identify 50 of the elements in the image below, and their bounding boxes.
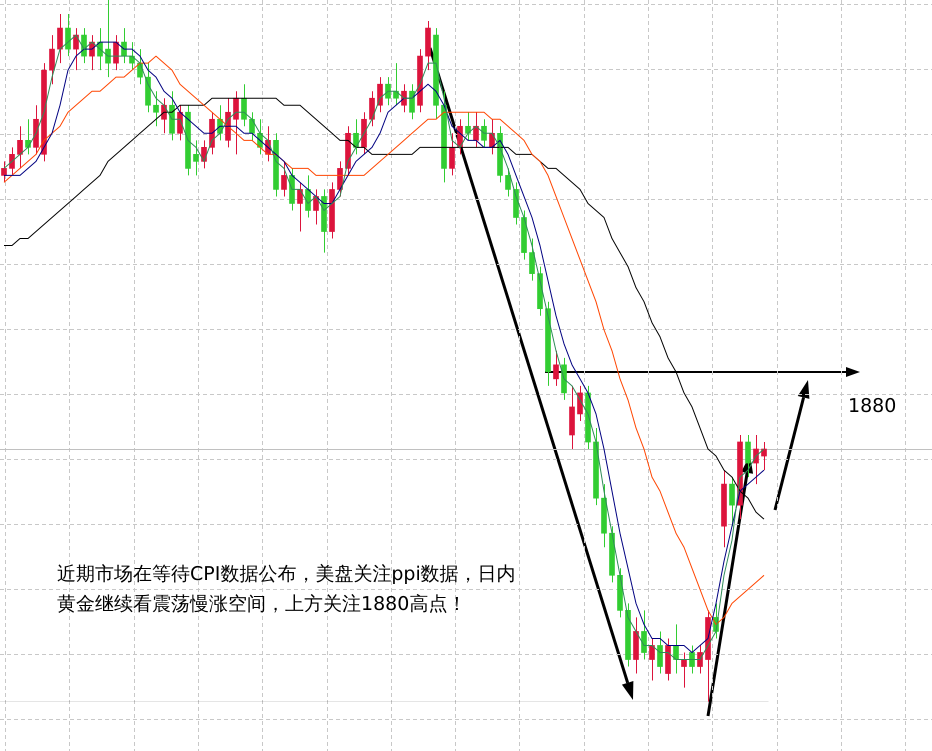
candlestick xyxy=(465,112,471,141)
candlestick xyxy=(313,188,319,226)
candlestick xyxy=(177,104,183,141)
candlestick xyxy=(241,84,247,127)
candlestick xyxy=(657,630,663,674)
annotation: 黄金继续看震荡慢涨空间，上方关注1880高点！ xyxy=(57,593,466,615)
annotation: 近期市场在等待CPI数据公布，美盘关注ppi数据，日内 xyxy=(57,563,516,585)
candlestick xyxy=(1,160,7,183)
candlestick xyxy=(377,76,383,113)
candlestick xyxy=(393,62,399,106)
candlestick xyxy=(369,90,375,127)
candlestick xyxy=(649,638,655,682)
candlestick xyxy=(9,146,15,176)
candlestick xyxy=(249,112,255,141)
candlestick xyxy=(81,28,87,64)
candlestick xyxy=(65,14,71,57)
candlestick xyxy=(401,84,407,113)
candlestick xyxy=(673,624,679,674)
candlestick xyxy=(305,174,311,218)
candlestick xyxy=(681,652,687,688)
candlestick xyxy=(49,34,55,85)
candlestick xyxy=(57,14,63,64)
candlestick xyxy=(193,140,199,176)
candlestick xyxy=(641,610,647,660)
candlestick xyxy=(153,90,159,127)
candlestick xyxy=(113,34,119,71)
candlestick xyxy=(73,28,79,71)
candlestick xyxy=(409,84,415,120)
candlestick xyxy=(473,112,479,148)
candlestick xyxy=(505,168,511,197)
candlestick xyxy=(449,132,455,176)
candlestick xyxy=(105,0,111,78)
candlestick xyxy=(481,118,487,148)
candlestick xyxy=(753,434,759,485)
candlestick xyxy=(577,385,583,422)
candlestick xyxy=(729,476,735,527)
candlestick xyxy=(745,434,751,478)
candlestick xyxy=(281,160,287,197)
candlestick xyxy=(529,238,535,282)
candlestick xyxy=(17,126,23,169)
candlestick xyxy=(689,644,695,674)
candlestick xyxy=(297,182,303,232)
candlestick xyxy=(385,76,391,106)
candlestick xyxy=(353,118,359,155)
candlestick xyxy=(233,90,239,155)
text: 1880 xyxy=(848,395,896,417)
candlestick xyxy=(697,644,703,674)
candlestick xyxy=(761,442,767,471)
candlestick xyxy=(553,350,559,386)
candlestick xyxy=(129,42,135,71)
